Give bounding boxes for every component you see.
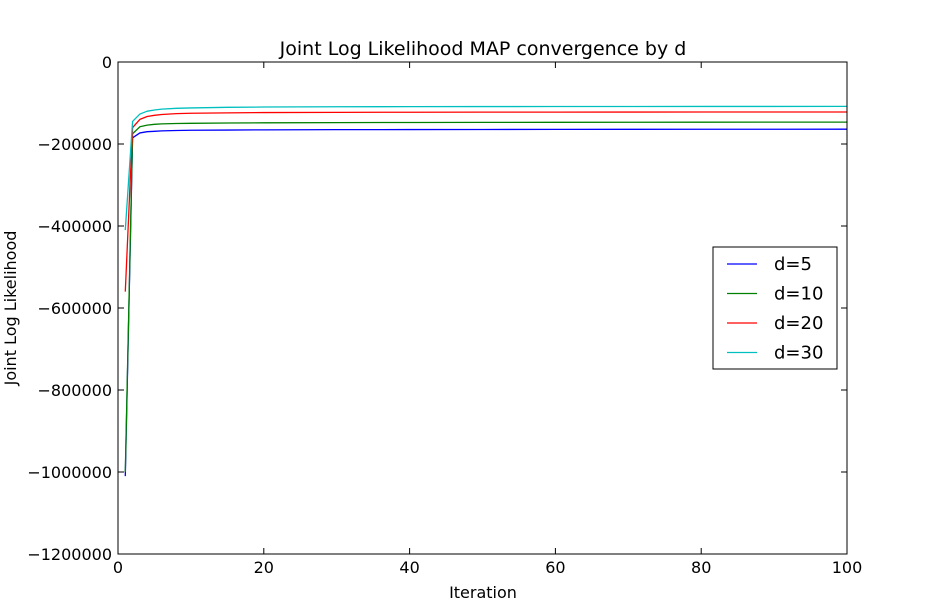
y-axis-label: Joint Log Likelihood — [1, 231, 20, 387]
y-tick-label: −1000000 — [27, 463, 112, 482]
legend-label-d=30: d=30 — [774, 343, 823, 364]
y-tick-label: −600000 — [38, 299, 112, 318]
y-tick-label: −200000 — [38, 135, 112, 154]
x-tick-label: 0 — [113, 558, 123, 577]
legend: d=5 d=10 d=20 d=30 — [712, 246, 838, 370]
legend-label-d=20: d=20 — [774, 313, 823, 334]
y-tick-label: −1200000 — [27, 545, 112, 564]
x-tick-label: 20 — [254, 558, 274, 577]
series-line-d=30 — [124, 105, 847, 231]
series-line-d=10 — [124, 121, 847, 473]
legend-label-d=5: d=5 — [774, 254, 812, 275]
x-tick-label: 60 — [545, 558, 565, 577]
y-tick-label: −800000 — [38, 381, 112, 400]
chart-title: Joint Log Likelihood MAP convergence by … — [279, 38, 687, 60]
x-tick-label: 40 — [399, 558, 419, 577]
plot-area: 0 20 40 60 80 100 0 −200000 −400000 −600000 −80000… — [27, 53, 862, 577]
series-line-d=5 — [124, 128, 847, 477]
x-tick-label: 80 — [691, 558, 711, 577]
y-tick-label: 0 — [102, 53, 112, 72]
legend-label-d=10: d=10 — [774, 284, 823, 305]
series-line-d=20 — [124, 111, 847, 292]
x-axis-label: Iteration — [449, 583, 517, 602]
series-lines — [124, 105, 847, 477]
legend-box — [712, 246, 838, 370]
y-tick-label: −400000 — [38, 217, 112, 236]
x-tick-label: 100 — [832, 558, 863, 577]
